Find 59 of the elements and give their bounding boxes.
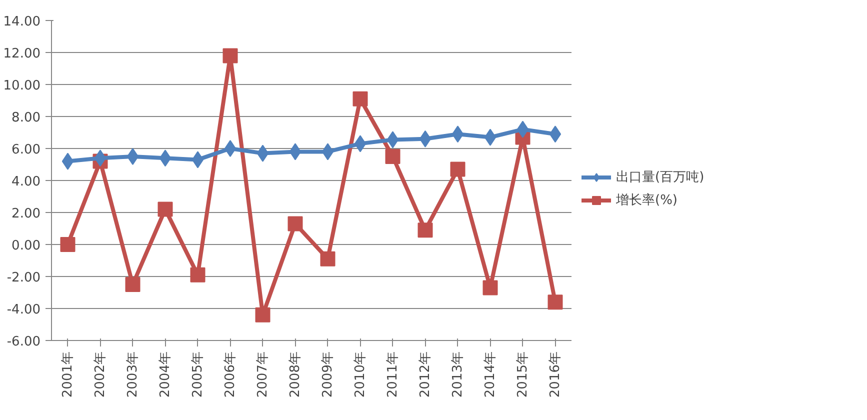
point xyxy=(418,222,433,238)
point xyxy=(452,126,464,143)
y-tick-label: -2.00 xyxy=(6,270,41,286)
point xyxy=(60,237,76,252)
point xyxy=(255,307,270,322)
point xyxy=(385,149,400,164)
point xyxy=(288,216,303,232)
y-tick-label: 4.00 xyxy=(12,174,41,190)
point xyxy=(224,140,236,157)
x-tick-label: 2002年 xyxy=(92,351,108,398)
point xyxy=(222,48,238,64)
legend-label: 增长率(%) xyxy=(616,192,678,209)
point xyxy=(516,120,529,138)
x-tick-label: 2005年 xyxy=(190,351,206,398)
y-tick-label: 6.00 xyxy=(12,142,41,158)
y-tick-label: 14.00 xyxy=(3,14,40,30)
point xyxy=(126,148,139,165)
point xyxy=(352,91,368,106)
y-tick-label: 10.00 xyxy=(3,78,40,94)
point xyxy=(158,202,173,217)
y-tick-label: -6.00 xyxy=(6,334,41,350)
x-tick-label: 2010年 xyxy=(352,351,368,398)
x-tick-label: 2016年 xyxy=(548,351,563,398)
x-tick-label: 2012年 xyxy=(418,351,433,398)
x-tick-label: 2001年 xyxy=(60,351,76,398)
point xyxy=(482,280,498,296)
x-tick-label: 2008年 xyxy=(288,351,303,398)
y-tick-label: -4.00 xyxy=(6,302,41,318)
point xyxy=(354,135,366,152)
point xyxy=(322,143,334,160)
x-tick-label: 2015年 xyxy=(515,351,530,398)
x-tick-label: 2006年 xyxy=(222,351,238,398)
x-tick-label: 2009年 xyxy=(320,351,336,398)
point xyxy=(256,144,269,162)
point xyxy=(548,294,563,310)
x-tick-label: 2004年 xyxy=(158,351,173,398)
legend-label: 出口量(百万吨) xyxy=(616,169,706,186)
point xyxy=(549,126,562,143)
point xyxy=(94,150,106,167)
point xyxy=(62,152,74,170)
point xyxy=(320,251,336,266)
point xyxy=(484,128,496,146)
point xyxy=(159,150,172,167)
x-tick-label: 2013年 xyxy=(450,351,466,398)
point xyxy=(419,130,432,148)
point xyxy=(289,143,302,160)
x-tick-label: 2007年 xyxy=(255,351,270,398)
x-tick-label: 2014年 xyxy=(482,351,498,398)
point xyxy=(192,151,204,168)
y-tick-label: 0.00 xyxy=(12,238,41,254)
point xyxy=(386,131,399,148)
x-tick-label: 2003年 xyxy=(125,351,140,398)
y-tick-label: 8.00 xyxy=(12,110,41,126)
point xyxy=(125,277,140,292)
x-tick-label: 2011年 xyxy=(385,351,400,398)
point xyxy=(190,267,206,282)
y-tick-label: 12.00 xyxy=(3,46,40,62)
point xyxy=(450,162,466,177)
y-tick-label: 2.00 xyxy=(12,206,41,222)
